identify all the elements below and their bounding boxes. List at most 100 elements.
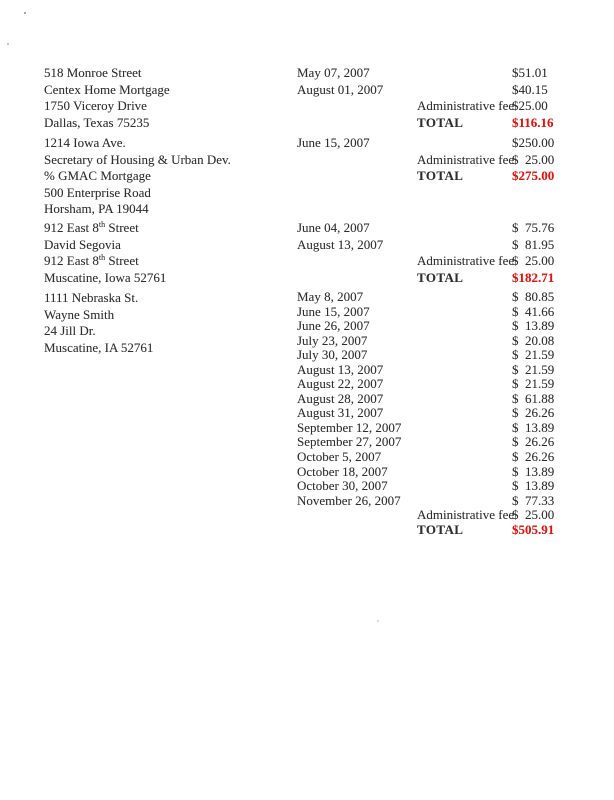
payment-amount: $ 81.95 <box>512 236 555 252</box>
payment-date: September 12, 2007 <box>297 419 402 435</box>
fee-label-spacer <box>417 392 512 407</box>
payment-date: August 01, 2007 <box>297 81 384 97</box>
payment-amount: $ 41.66 <box>512 303 555 319</box>
payments-column: May 8, 2007 $ 80.85 June 15, 2007 $ 41.66 Ju… <box>297 289 597 538</box>
total-row: TOTAL $505.91 <box>297 522 597 538</box>
fee-label-spacer <box>417 319 512 334</box>
address-text: 912 East 8 <box>44 253 99 268</box>
payment-amount: $ 75.76 <box>512 220 555 235</box>
ordinal-suffix: th <box>98 253 106 262</box>
address-column: 518 Monroe Street Centex Home Mortgage 175… <box>44 65 170 131</box>
payment-amount: $ 13.89 <box>512 463 555 479</box>
fee-label-spacer <box>417 363 512 378</box>
payment-date: October 18, 2007 <box>297 463 388 479</box>
address-line: Secretary of Housing & Urban Dev. <box>44 151 231 167</box>
payment-amount: $ 21.59 <box>512 376 555 392</box>
address-line: 500 Enterprise Road <box>44 184 151 200</box>
address-line: Horsham, PA 19044 <box>44 201 149 216</box>
admin-fee-amount: $ 25.00 <box>512 253 555 268</box>
date-spacer <box>297 270 417 287</box>
payment-row: July 23, 2007 $ 20.08 <box>297 332 597 349</box>
payments-column: June 04, 2007 $ 75.76 August 13, 2007 $ 81.… <box>297 220 597 286</box>
fee-label-spacer <box>417 220 512 237</box>
payment-amount: $250.00 <box>512 135 555 150</box>
address-line: 912 East 8th Street <box>44 220 166 237</box>
payment-date: July 23, 2007 <box>297 332 368 348</box>
admin-fee-label: Administrative fee <box>417 98 515 113</box>
payment-date: September 27, 2007 <box>297 434 402 450</box>
payment-row: August 13, 2007 $ 81.95 <box>297 237 597 254</box>
payments-column: May 07, 2007 $51.01 August 01, 2007 $40.15 A… <box>297 65 597 131</box>
fee-label-spacer <box>417 406 512 421</box>
payment-amount: $ 77.33 <box>512 492 555 508</box>
fee-label-spacer <box>417 377 512 392</box>
total-amount: $182.71 <box>512 269 555 285</box>
payment-row: May 8, 2007 $ 80.85 <box>297 289 597 305</box>
fee-label-spacer <box>417 421 512 436</box>
payment-row: June 04, 2007 $ 75.76 <box>297 220 597 237</box>
payment-date: August 31, 2007 <box>297 405 384 421</box>
total-label: TOTAL <box>417 114 464 130</box>
fee-label-spacer <box>417 237 512 254</box>
address-line: % GMAC Mortgage <box>44 168 151 183</box>
payment-date: May 07, 2007 <box>297 65 370 80</box>
payment-amount: $51.01 <box>512 65 548 80</box>
admin-fee-label: Administrative fee <box>417 253 515 268</box>
payment-amount: $40.15 <box>512 81 548 97</box>
fee-label-spacer <box>417 435 512 450</box>
total-amount: $275.00 <box>512 168 555 183</box>
payment-amount: $ 21.59 <box>512 347 555 363</box>
payment-row: June 15, 2007 $250.00 <box>297 135 597 152</box>
payment-amount: $ 13.89 <box>512 478 555 494</box>
payment-row: August 31, 2007 $ 26.26 <box>297 406 597 421</box>
address-line: 24 Jill Dr. <box>44 323 96 338</box>
payment-amount: $ 80.85 <box>512 289 555 304</box>
payment-date: August 13, 2007 <box>297 236 384 252</box>
payment-row: June 15, 2007 $ 41.66 <box>297 303 597 320</box>
fee-label-spacer <box>417 450 512 465</box>
scan-speck <box>7 43 9 45</box>
address-line: 518 Monroe Street <box>44 65 142 80</box>
fee-label-spacer <box>417 479 512 494</box>
payment-date: August 13, 2007 <box>297 361 384 377</box>
payment-date: August 28, 2007 <box>297 390 384 406</box>
address-line: Muscatine, Iowa 52761 <box>44 269 167 285</box>
total-row: TOTAL $116.16 <box>297 115 597 132</box>
total-label: TOTAL <box>417 269 464 285</box>
admin-fee-row: Administrative fee $25.00 <box>297 98 597 115</box>
payment-date: June 04, 2007 <box>297 220 370 235</box>
payment-row: August 22, 2007 $ 21.59 <box>297 377 597 392</box>
total-row: TOTAL $182.71 <box>297 270 597 287</box>
payment-amount: $ 26.26 <box>512 434 555 450</box>
fee-label-spacer <box>417 135 512 152</box>
payment-row: September 12, 2007 $ 13.89 <box>297 419 597 436</box>
payment-row: July 30, 2007 $ 21.59 <box>297 348 597 363</box>
address-line: Wayne Smith <box>44 306 115 322</box>
total-amount: $116.16 <box>512 114 554 130</box>
date-spacer <box>297 98 417 115</box>
payment-row: October 5, 2007 $ 26.26 <box>297 449 597 465</box>
address-text: Street <box>105 220 139 235</box>
fee-label-spacer <box>417 65 512 82</box>
payment-date: June 15, 2007 <box>297 135 370 150</box>
address-line: Muscatine, IA 52761 <box>44 339 154 355</box>
payment-amount: $ 61.88 <box>512 390 555 406</box>
date-spacer <box>297 523 417 538</box>
payment-row: October 30, 2007 $ 13.89 <box>297 479 597 494</box>
date-spacer <box>297 168 417 185</box>
date-spacer <box>297 152 417 169</box>
date-spacer <box>297 115 417 132</box>
admin-fee-row: Administrative fee $ 25.00 <box>297 253 597 270</box>
payment-amount: $ 26.26 <box>512 449 555 465</box>
address-line: 1750 Viceroy Drive <box>44 98 147 113</box>
payment-row: October 18, 2007 $ 13.89 <box>297 463 597 480</box>
payment-row: August 01, 2007 $40.15 <box>297 82 597 99</box>
address-column: 1214 Iowa Ave. Secretary of Housing & Urb… <box>44 135 231 218</box>
admin-fee-amount: $ 25.00 <box>512 151 555 167</box>
address-line: 912 East 8th Street <box>44 253 166 270</box>
payment-amount: $ 13.89 <box>512 419 555 435</box>
admin-fee-amount: $ 25.00 <box>512 507 555 523</box>
payment-date: November 26, 2007 <box>297 492 401 508</box>
payment-date: August 22, 2007 <box>297 376 384 392</box>
address-line: 1214 Iowa Ave. <box>44 135 126 150</box>
